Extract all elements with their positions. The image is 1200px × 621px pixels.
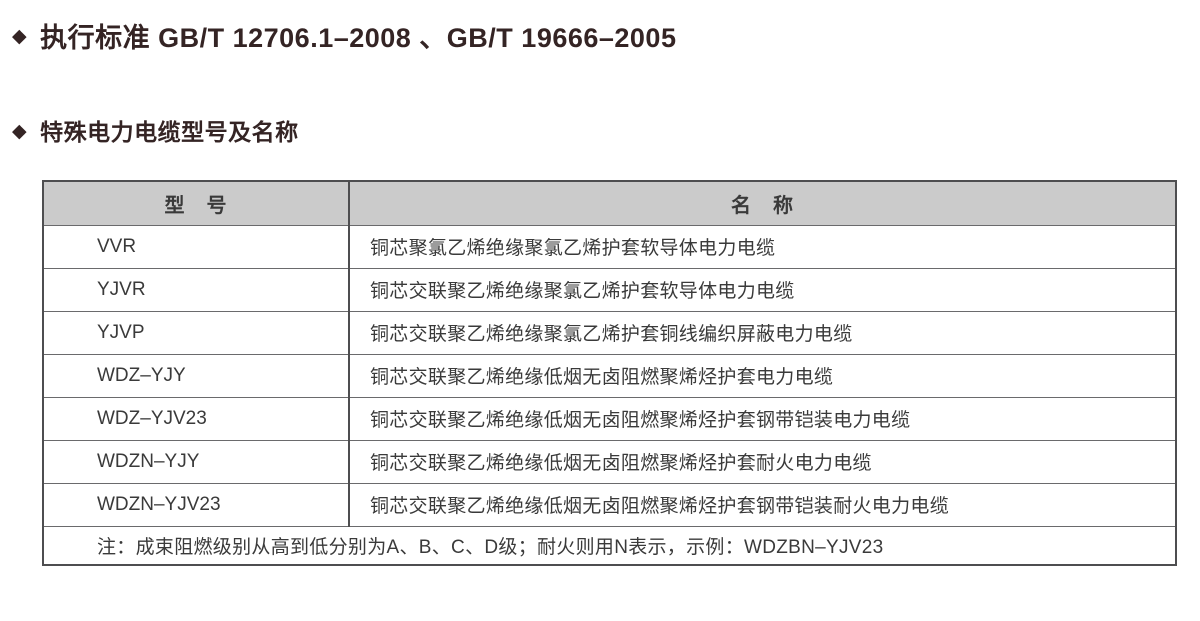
table-row: WDZN–YJY 铜芯交联聚乙烯绝缘低烟无卤阻燃聚烯烃护套耐火电力电缆 <box>42 439 1177 484</box>
model-cell: VVR <box>42 224 350 269</box>
standard-heading-text: 执行标准 GB/T 12706.1–2008 、GB/T 19666–2005 <box>40 23 677 53</box>
table-row: WDZN–YJV23 铜芯交联聚乙烯绝缘低烟无卤阻燃聚烯烃护套钢带铠装耐火电力电… <box>42 482 1177 527</box>
column-header-model: 型 号 <box>42 180 350 226</box>
column-header-name: 名 称 <box>348 180 1177 226</box>
name-cell: 铜芯交联聚乙烯绝缘聚氯乙烯护套软导体电力电缆 <box>348 267 1177 312</box>
name-cell: 铜芯聚氯乙烯绝缘聚氯乙烯护套软导体电力电缆 <box>348 224 1177 269</box>
cable-model-table: 型 号 名 称 VVR 铜芯聚氯乙烯绝缘聚氯乙烯护套软导体电力电缆 YJVR 铜… <box>42 180 1177 566</box>
table-title-heading: ◆ 特殊电力电缆型号及名称 <box>12 113 299 147</box>
model-cell: YJVR <box>42 267 350 312</box>
name-cell: 铜芯交联聚乙烯绝缘低烟无卤阻燃聚烯烃护套电力电缆 <box>348 353 1177 398</box>
table-row: YJVP 铜芯交联聚乙烯绝缘聚氯乙烯护套铜线编织屏蔽电力电缆 <box>42 310 1177 355</box>
model-cell: WDZ–YJV23 <box>42 396 350 441</box>
table-header-row: 型 号 名 称 <box>42 180 1177 226</box>
table-title-text: 特殊电力电缆型号及名称 <box>40 119 299 145</box>
diamond-bullet-icon: ◆ <box>12 26 28 47</box>
standard-heading: ◆ 执行标准 GB/T 12706.1–2008 、GB/T 19666–200… <box>12 16 676 55</box>
name-cell: 铜芯交联聚乙烯绝缘低烟无卤阻燃聚烯烃护套耐火电力电缆 <box>348 439 1177 484</box>
table-row: YJVR 铜芯交联聚乙烯绝缘聚氯乙烯护套软导体电力电缆 <box>42 267 1177 312</box>
name-cell: 铜芯交联聚乙烯绝缘低烟无卤阻燃聚烯烃护套钢带铠装电力电缆 <box>348 396 1177 441</box>
note-cell: 注：成束阻燃级别从高到低分别为A、B、C、D级；耐火则用N表示，示例：WDZBN… <box>42 525 1177 566</box>
model-cell: YJVP <box>42 310 350 355</box>
table-note-row: 注：成束阻燃级别从高到低分别为A、B、C、D级；耐火则用N表示，示例：WDZBN… <box>42 525 1177 566</box>
model-cell: WDZN–YJV23 <box>42 482 350 527</box>
name-cell: 铜芯交联聚乙烯绝缘低烟无卤阻燃聚烯烃护套钢带铠装耐火电力电缆 <box>348 482 1177 527</box>
model-cell: WDZN–YJY <box>42 439 350 484</box>
table-row: WDZ–YJV23 铜芯交联聚乙烯绝缘低烟无卤阻燃聚烯烃护套钢带铠装电力电缆 <box>42 396 1177 441</box>
table-row: WDZ–YJY 铜芯交联聚乙烯绝缘低烟无卤阻燃聚烯烃护套电力电缆 <box>42 353 1177 398</box>
table-row: VVR 铜芯聚氯乙烯绝缘聚氯乙烯护套软导体电力电缆 <box>42 224 1177 269</box>
model-cell: WDZ–YJY <box>42 353 350 398</box>
name-cell: 铜芯交联聚乙烯绝缘聚氯乙烯护套铜线编织屏蔽电力电缆 <box>348 310 1177 355</box>
diamond-bullet-icon: ◆ <box>12 120 28 142</box>
